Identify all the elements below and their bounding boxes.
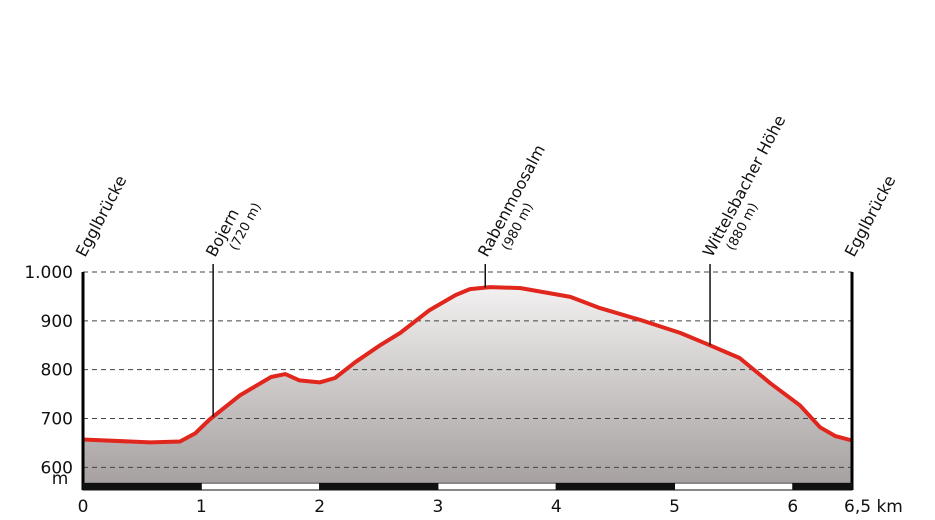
scale-segment	[555, 482, 676, 491]
x-tick-label: 4	[551, 497, 562, 517]
y-tick-label: 700	[41, 410, 73, 430]
waypoint-name: Egglbrücke	[72, 172, 131, 260]
y-unit: m	[52, 469, 69, 489]
scale-segment	[200, 482, 321, 491]
scale-segment	[674, 482, 794, 491]
x-tick-label: 3	[433, 497, 444, 517]
x-tick-label: 0	[78, 497, 89, 517]
x-tick-label: 6	[787, 497, 798, 517]
x-tick-label: 5	[669, 497, 680, 517]
x-tick-label: 6,5 km	[844, 497, 903, 517]
x-tick-label: 1	[196, 497, 207, 517]
waypoint-label: Egglbrücke	[841, 172, 900, 260]
y-tick-label: 800	[41, 361, 73, 381]
y-tick-label: 900	[41, 312, 73, 332]
scale-segment	[792, 482, 853, 491]
waypoint-label: Bojern(720 m)	[202, 201, 265, 260]
x-tick-label: 2	[314, 497, 325, 517]
waypoint-label: Wittelsbacher Höhe(880 m)	[699, 112, 790, 260]
scale-segment	[437, 482, 557, 491]
waypoint-name: Egglbrücke	[841, 172, 900, 260]
y-tick-label: 600	[41, 458, 73, 478]
scale-segment	[319, 482, 439, 491]
area-fill	[83, 287, 852, 482]
scale-segment	[82, 482, 202, 491]
waypoint-label: Egglbrücke	[72, 172, 131, 260]
waypoint-label: Rabenmoosalm(980 m)	[474, 141, 549, 259]
y-tick-label: 1.000	[24, 263, 73, 283]
profile-line	[82, 285, 853, 445]
